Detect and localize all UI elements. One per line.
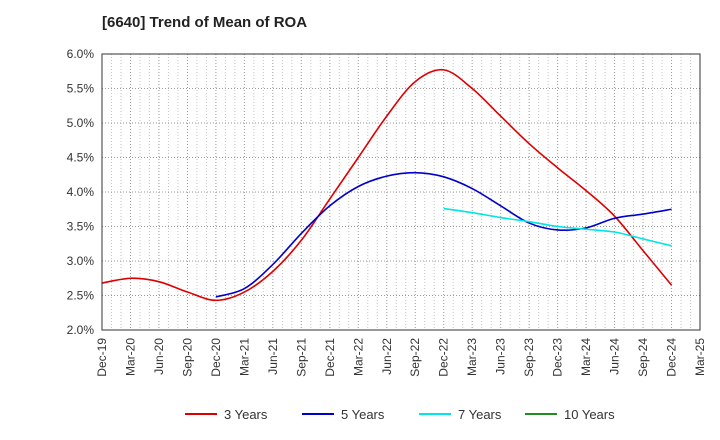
y-tick-label: 4.0% [67, 185, 95, 199]
x-tick-label: Dec-20 [209, 338, 223, 377]
x-tick-label: Sep-22 [408, 338, 422, 377]
series-line-5-years [215, 171, 672, 298]
x-tick-label: Mar-21 [237, 338, 251, 376]
y-tick-label: 5.0% [67, 116, 95, 130]
x-tick-label: Dec-21 [323, 338, 337, 377]
legend-label-5-years: 5 Years [341, 407, 385, 422]
series-line-7-years [443, 207, 672, 247]
x-tick-label: Dec-19 [95, 338, 109, 377]
plot-frame [101, 53, 701, 331]
x-tick-label: Jun-24 [608, 338, 622, 375]
series-line-3-years [101, 68, 673, 302]
x-tick-label: Dec-24 [665, 338, 679, 377]
y-tick-label: 6.0% [67, 47, 95, 61]
y-tick-label: 4.5% [67, 151, 95, 165]
x-tick-label: Mar-22 [351, 338, 365, 376]
series-lines [101, 68, 673, 302]
y-tick-label: 5.5% [67, 82, 95, 96]
y-axis-ticks: 2.0% 2.5% 3.0% 3.5% 4.0% 4.5% 5.0% 5.5% 6.0% [67, 47, 95, 337]
legend-label-7-years: 7 Years [458, 407, 502, 422]
legend: 3 Years 5 Years 7 Years 10 Years [185, 407, 615, 422]
legend-label-10-years: 10 Years [564, 407, 615, 422]
x-tick-label: Jun-23 [494, 338, 508, 375]
y-tick-label: 3.0% [67, 254, 95, 268]
legend-label-3-years: 3 Years [224, 407, 268, 422]
x-tick-label: Sep-21 [294, 338, 308, 377]
y-tick-label: 3.5% [67, 220, 95, 234]
x-tick-label: Mar-25 [693, 338, 707, 376]
x-tick-label: Jun-20 [152, 338, 166, 375]
chart-title: [6640] Trend of Mean of ROA [102, 14, 308, 31]
y-tick-label: 2.5% [67, 289, 95, 303]
x-tick-label: Jun-22 [380, 338, 394, 375]
x-tick-label: Mar-23 [465, 338, 479, 376]
x-tick-label: Mar-20 [123, 338, 137, 376]
x-tick-label: Jun-21 [266, 338, 280, 375]
x-tick-label: Dec-23 [551, 338, 565, 377]
x-tick-label: Sep-20 [180, 338, 194, 377]
x-axis-ticks: Dec-19 Mar-20 Jun-20 Sep-20 Dec-20 Mar-21 Jun-… [95, 338, 707, 377]
x-tick-label: Dec-22 [437, 338, 451, 377]
y-tick-label: 2.0% [67, 323, 95, 337]
grid [102, 54, 700, 330]
x-tick-label: Sep-24 [636, 338, 650, 377]
x-tick-label: Sep-23 [522, 338, 536, 377]
x-tick-label: Mar-24 [579, 338, 593, 376]
